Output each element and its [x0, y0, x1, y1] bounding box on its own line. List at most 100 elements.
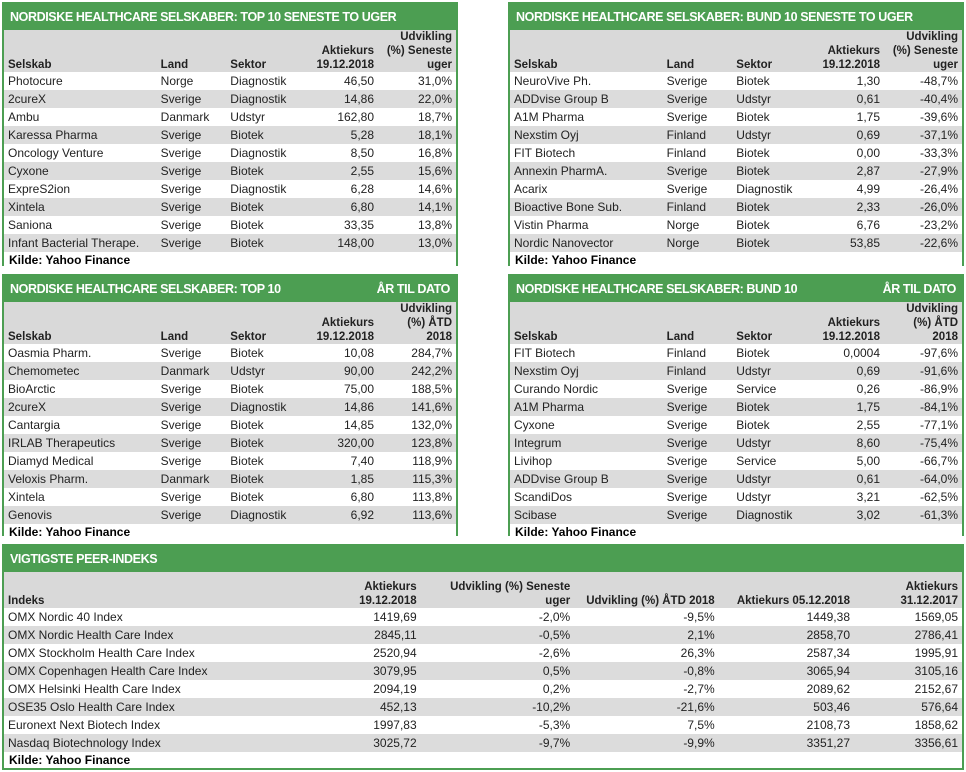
table-row: Diamyd Medical Sverige Biotek 7,40 118,9% [4, 452, 456, 470]
table-cell: Sverige [156, 126, 227, 144]
table-cell: Sverige [662, 90, 733, 108]
table-cell: Udstyr [732, 90, 815, 108]
source-note: Kilde: Yahoo Finance [4, 752, 962, 768]
column-header: Sektor [732, 302, 815, 344]
table-row: Acarix Sverige Diagnostik 4,99 -26,4% [510, 180, 962, 198]
table-cell: Ambu [8, 110, 40, 124]
table-cell: Biotek [230, 382, 264, 396]
column-header: Selskab [4, 302, 157, 344]
table-cell: Cantargia [8, 418, 61, 432]
table-cell: Biotek [226, 126, 309, 144]
table-cell: 2858,70 [718, 626, 854, 644]
header-row: Selskab Land Sektor Aktiekurs 19.12.2018 Udv… [4, 302, 456, 344]
table-cell: -26,0% [884, 198, 962, 216]
table-cell: 8,50 [350, 146, 375, 160]
table-cell: Genovis [4, 506, 157, 524]
panel-title: NORDISKE HEALTHCARE SELSKABER: BUND 10 S… [510, 4, 962, 30]
table-cell: Saniona [8, 218, 53, 232]
table-cell: Nasdaq Biotechnology Index [4, 734, 322, 752]
table-cell: 1,75 [814, 398, 885, 416]
table-cell: 14,1% [378, 198, 456, 216]
table-cell: Karessa Pharma [4, 126, 157, 144]
table-cell: Nexstim Oyj [510, 362, 663, 380]
table-row: OMX Nordic Health Care Index 2845,11 -0,5%… [4, 626, 962, 644]
table-cell: 18,7% [417, 110, 452, 124]
table-row: 2cureX Sverige Diagnostik 14,86 22,0% [4, 90, 456, 108]
table-row: Vistin Pharma Norge Biotek 6,76 -23,2% [510, 216, 962, 234]
table-cell: Biotek [230, 418, 264, 432]
table-cell: 503,46 [718, 698, 854, 716]
table-cell: Biotek [732, 234, 815, 252]
data-table: Selskab Land Sektor Aktiekurs 19.12.2018 Udv… [4, 302, 456, 524]
table-cell: 2520,94 [373, 646, 417, 660]
table-cell: Sverige [156, 90, 227, 108]
table-cell: OMX Nordic 40 Index [8, 610, 123, 624]
table-cell: 118,9% [412, 454, 452, 468]
table-cell: 188,5% [411, 382, 452, 396]
table-cell: Udstyr [732, 362, 815, 380]
table-cell: Diagnostik [230, 74, 287, 88]
table-cell: Sverige [156, 162, 227, 180]
table-cell: 6,92 [308, 506, 379, 524]
panel-bottom10-ytd: NORDISKE HEALTHCARE SELSKABER: BUND 10 ÅR… [508, 274, 964, 540]
table-cell: Annexin PharmA. [510, 162, 663, 180]
table-cell: Sverige [662, 398, 733, 416]
table-cell: 0,69 [814, 126, 885, 144]
column-header: Indeks [4, 572, 322, 608]
table-cell: 6,76 [856, 218, 881, 232]
table-row: Oasmia Pharm. Sverige Biotek 10,08 284,7% [4, 344, 456, 362]
table-cell: Diagnostik [230, 182, 287, 196]
table-cell: 2,1% [574, 626, 719, 644]
table-cell: Udstyr [732, 126, 815, 144]
table-cell: Udstyr [732, 470, 815, 488]
table-cell: 3065,94 [718, 662, 854, 680]
table-cell: -9,5% [683, 610, 715, 624]
table-cell: 113,8% [412, 490, 452, 504]
table-cell: 26,3% [680, 646, 715, 660]
table-cell: ExpreS2ion [8, 182, 71, 196]
panel-title: NORDISKE HEALTHCARE SELSKABER: BUND 10 ÅR… [510, 276, 962, 302]
table-cell: Biotek [226, 198, 309, 216]
table-cell: Integrum [510, 434, 663, 452]
table-cell: 123,8% [378, 434, 456, 452]
table-cell: 5,28 [308, 126, 379, 144]
table-cell: Sverige [666, 490, 708, 504]
table-cell: 16,8% [417, 146, 452, 160]
table-cell: 2089,62 [806, 682, 850, 696]
table-cell: 2587,34 [806, 646, 850, 660]
table-cell: 320,00 [308, 434, 379, 452]
table-cell: Euronext Next Biotech Index [8, 718, 161, 732]
source-note: Kilde: Yahoo Finance [4, 524, 456, 540]
table-cell: Diagnostik [226, 398, 309, 416]
table-cell: A1M Pharma [510, 398, 663, 416]
title-right: ÅR TIL DATO [882, 282, 957, 296]
table-cell: -5,3% [538, 718, 571, 732]
table-cell: Service [736, 382, 777, 396]
column-header: Aktiekurs 05.12.2018 [718, 572, 854, 608]
column-header: Land [156, 302, 227, 344]
table-cell: 3,02 [814, 506, 885, 524]
table-cell: Biotek [732, 198, 815, 216]
table-cell: Finland [662, 126, 733, 144]
table-cell: 0,5% [420, 662, 575, 680]
table-cell: -27,9% [884, 162, 962, 180]
table-cell: Xintela [8, 490, 45, 504]
table-cell: Diagnostik [230, 146, 287, 160]
table-cell: 115,3% [378, 470, 456, 488]
table-cell: 242,2% [378, 362, 456, 380]
table-cell: -0,8% [574, 662, 719, 680]
table-cell: Biotek [226, 234, 309, 252]
table-cell: 75,00 [343, 382, 375, 396]
table-cell: -91,6% [884, 362, 962, 380]
table-cell: Biotek [736, 146, 770, 160]
table-cell: Norge [662, 234, 733, 252]
panel-title: NORDISKE HEALTHCARE SELSKABER: TOP 10 SE… [4, 4, 456, 30]
column-header: Aktiekurs 19.12.2018 [308, 30, 379, 72]
table-cell: 2,87 [814, 162, 885, 180]
table-cell: -2,0% [538, 610, 571, 624]
table-row: OMX Helsinki Health Care Index 2094,19 0,2… [4, 680, 962, 698]
table-row: FIT Biotech Finland Biotek 0,00 -33,3% [510, 144, 962, 162]
column-header: Aktiekurs 19.12.2018 [308, 302, 379, 344]
table-row: Euronext Next Biotech Index 1997,83 -5,3% 7… [4, 716, 962, 734]
table-cell: Diagnostik [736, 182, 793, 196]
